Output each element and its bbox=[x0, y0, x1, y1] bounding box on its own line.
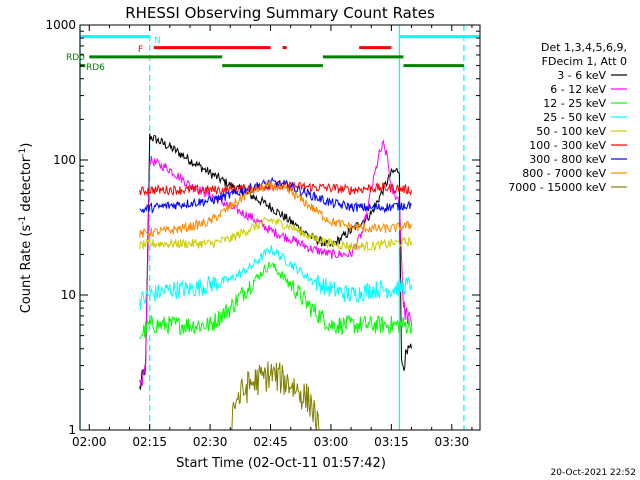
x-tick-label: 03:30 bbox=[435, 435, 470, 449]
x-tick-label: 02:45 bbox=[253, 435, 288, 449]
series-line-2 bbox=[139, 261, 412, 340]
legend-entry-label: 7000 - 15000 keV bbox=[508, 181, 606, 194]
state-bar-label-rd6: RD6 bbox=[86, 63, 105, 73]
series-line-3 bbox=[139, 244, 412, 311]
chart-title: RHESSI Observing Summary Count Rates bbox=[125, 4, 435, 22]
legend-entry-label: 25 - 50 keV bbox=[543, 111, 606, 124]
x-tick-label: 02:30 bbox=[193, 435, 228, 449]
legend-header-line: Det 1,3,4,5,6,9, bbox=[541, 41, 627, 54]
y-axis-label: Count Rate (s-1 detector-1) bbox=[18, 143, 34, 314]
legend-header-line: FDecim 1, Att 0 bbox=[542, 55, 627, 68]
series-line-6 bbox=[139, 176, 412, 215]
legend: Det 1,3,4,5,6,9,FDecim 1, Att 03 - 6 keV… bbox=[508, 41, 627, 194]
legend-entry-label: 3 - 6 keV bbox=[557, 69, 606, 82]
legend-entry-label: 100 - 300 keV bbox=[529, 139, 606, 152]
legend-entry-label: 6 - 12 keV bbox=[550, 83, 606, 96]
x-tick-label: 02:00 bbox=[72, 435, 107, 449]
x-axis-label: Start Time (02-Oct-11 01:57:42) bbox=[176, 456, 386, 471]
series-line-4 bbox=[139, 216, 412, 252]
legend-entry-label: 800 - 7000 keV bbox=[522, 167, 606, 180]
legend-entry-label: 300 - 800 keV bbox=[529, 153, 606, 166]
series-line-7 bbox=[139, 180, 412, 238]
plot-area bbox=[79, 25, 480, 431]
y-tick-label: 1 bbox=[68, 423, 76, 437]
x-tick-label: 03:00 bbox=[314, 435, 349, 449]
timestamp: 20-Oct-2021 22:52 bbox=[551, 468, 636, 478]
series-line-8 bbox=[229, 361, 320, 431]
y-tick-label: 100 bbox=[53, 153, 76, 167]
x-tick-label: 02:15 bbox=[132, 435, 167, 449]
y-tick-label: 1000 bbox=[45, 18, 76, 32]
x-tick-label: 03:15 bbox=[374, 435, 409, 449]
state-bar-label-rd0: RD0 bbox=[66, 53, 85, 63]
legend-entry-label: 50 - 100 keV bbox=[536, 125, 606, 138]
plot-frame bbox=[79, 24, 481, 431]
y-tick-label: 10 bbox=[61, 288, 76, 302]
legend-entry-label: 12 - 25 keV bbox=[543, 97, 606, 110]
state-bar-label-n: N bbox=[154, 36, 161, 46]
state-bar-label-f: F bbox=[138, 45, 143, 55]
